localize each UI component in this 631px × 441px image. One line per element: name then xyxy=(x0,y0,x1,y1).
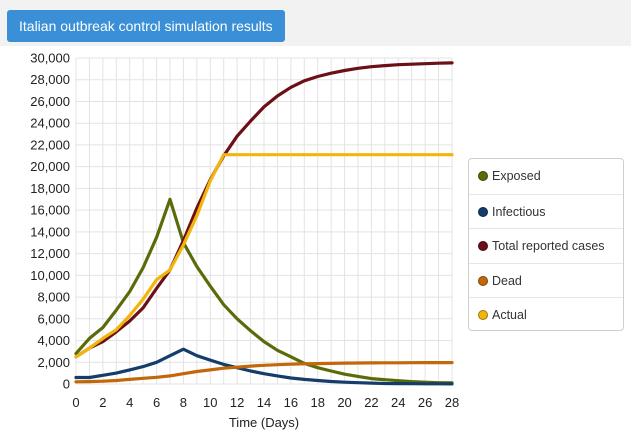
y-tick-label: 4,000 xyxy=(37,333,70,348)
x-tick-label: 26 xyxy=(418,395,432,410)
x-tick-label: 2 xyxy=(99,395,106,410)
legend-label: Exposed xyxy=(492,169,541,183)
y-tick-label: 28,000 xyxy=(30,72,70,87)
y-tick-label: 8,000 xyxy=(37,290,70,305)
chart-legend: Exposed Infectious Total reported cases Dea… xyxy=(468,158,624,331)
legend-swatch xyxy=(478,275,488,286)
x-tick-label: 18 xyxy=(310,395,324,410)
y-tick-label: 14,000 xyxy=(30,224,70,239)
legend-swatch xyxy=(478,310,488,321)
series-line-infectious xyxy=(74,347,454,386)
series-line-dead xyxy=(74,361,454,384)
y-tick-label: 2,000 xyxy=(37,355,70,370)
x-tick-label: 4 xyxy=(126,395,133,410)
y-tick-label: 26,000 xyxy=(30,94,70,109)
x-axis-title: Time (Days) xyxy=(229,415,299,430)
y-tick-label: 16,000 xyxy=(30,203,70,218)
x-tick-label: 28 xyxy=(445,395,459,410)
legend-swatch xyxy=(478,241,488,252)
series-line-actual xyxy=(74,153,454,359)
legend-item-total-reported-cases[interactable]: Total reported cases xyxy=(469,228,623,262)
y-tick-label: 6,000 xyxy=(37,311,70,326)
y-tick-label: 20,000 xyxy=(30,159,70,174)
legend-label: Infectious xyxy=(492,204,546,219)
y-tick-label: 18,000 xyxy=(30,181,70,196)
x-tick-label: 8 xyxy=(180,395,187,410)
series-line-total-reported-cases xyxy=(74,61,454,359)
legend-item-infectious[interactable]: Infectious xyxy=(469,193,623,228)
legend-item-exposed[interactable]: Exposed xyxy=(469,159,623,193)
legend-swatch xyxy=(478,171,488,181)
x-tick-label: 20 xyxy=(337,395,351,410)
series-line-exposed xyxy=(74,197,454,385)
legend-swatch xyxy=(478,206,488,217)
x-tick-label: 14 xyxy=(257,395,271,410)
y-tick-label: 12,000 xyxy=(30,246,70,261)
legend-item-actual[interactable]: Actual xyxy=(469,297,623,331)
x-tick-label: 24 xyxy=(391,395,405,410)
legend-item-dead[interactable]: Dead xyxy=(469,262,623,297)
y-tick-label: 10,000 xyxy=(30,268,70,283)
y-tick-label: 30,000 xyxy=(30,51,70,66)
x-tick-label: 10 xyxy=(203,395,217,410)
legend-label: Dead xyxy=(492,273,522,288)
legend-label: Total reported cases xyxy=(492,239,605,254)
title-button[interactable]: Italian outbreak control simulation resu… xyxy=(7,10,285,42)
x-tick-label: 0 xyxy=(72,395,79,410)
legend-label: Actual xyxy=(492,308,527,323)
x-tick-label: 12 xyxy=(230,395,244,410)
y-tick-label: 22,000 xyxy=(30,137,70,152)
x-tick-label: 22 xyxy=(364,395,378,410)
x-tick-label: 6 xyxy=(153,395,160,410)
y-tick-label: 24,000 xyxy=(30,116,70,131)
y-tick-label: 0 xyxy=(63,377,70,392)
x-tick-label: 16 xyxy=(284,395,298,410)
